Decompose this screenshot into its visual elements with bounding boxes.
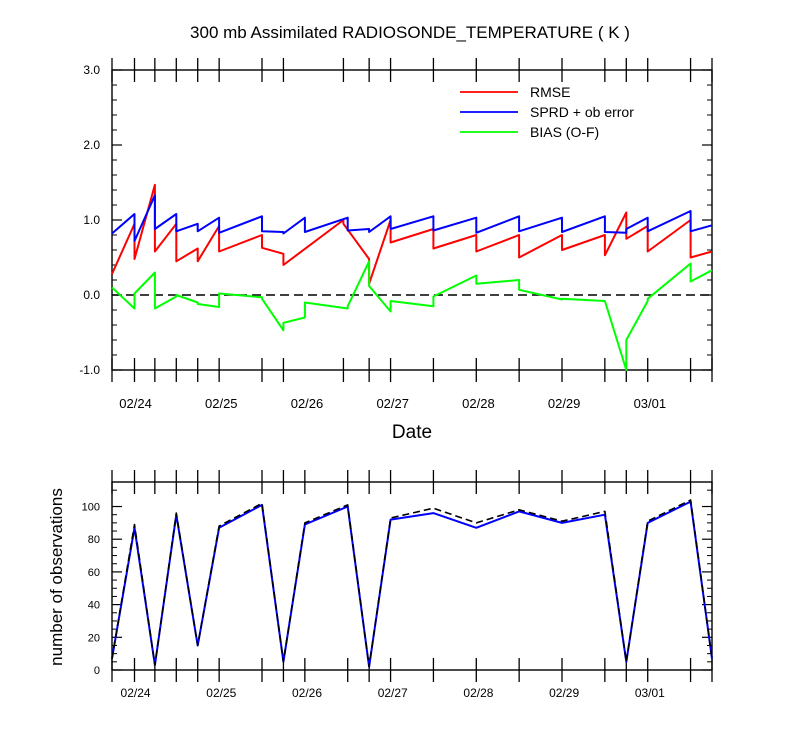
series-line-bias-o-f	[111, 260, 713, 371]
x-tick-label: 02/28	[463, 686, 493, 700]
x-tick-label: 02/26	[291, 396, 324, 411]
x-tick-label: 02/25	[205, 396, 238, 411]
bottom-plot-frame	[111, 481, 713, 671]
y-tick-label: 20	[88, 632, 100, 644]
legend-label-rmse: RMSE	[530, 84, 570, 100]
legend-label-sprd: SPRD + ob error	[530, 104, 634, 120]
x-tick-label: 02/29	[549, 686, 579, 700]
x-tick-label: 02/24	[121, 686, 151, 700]
series-line-rmse	[111, 183, 713, 285]
x-tick-label: 02/27	[378, 686, 408, 700]
legend: RMSE SPRD + ob error BIAS (O-F)	[460, 84, 634, 140]
x-tick-label: 02/27	[376, 396, 409, 411]
y-tick-label: 100	[82, 502, 100, 514]
bottom-y-axis-label: number of observations	[47, 488, 66, 666]
legend-item-rmse: RMSE	[460, 84, 570, 100]
y-tick-label: 3.0	[83, 63, 100, 77]
y-tick-label: 60	[88, 567, 100, 579]
x-tick-label: 02/26	[292, 686, 322, 700]
top-panel: 3.02.01.00.0-1.0 02/24 02/25 02/26 02/27 02/…	[79, 58, 713, 443]
legend-item-bias: BIAS (O-F)	[460, 124, 599, 140]
x-tick-label: 03/01	[634, 396, 667, 411]
series-line-observations-possible	[111, 499, 713, 668]
x-tick-label: 02/29	[548, 396, 581, 411]
bottom-series-group	[111, 499, 713, 668]
x-tick-label: 02/25	[206, 686, 236, 700]
y-tick-label: 1.0	[83, 213, 100, 227]
legend-label-bias: BIAS (O-F)	[530, 124, 599, 140]
x-tick-label: 02/28	[462, 396, 495, 411]
top-series-group	[111, 183, 713, 371]
y-tick-label: 0.0	[83, 288, 100, 302]
top-x-axis-label: Date	[392, 422, 432, 443]
y-tick-label: 0	[94, 665, 100, 677]
legend-item-sprd: SPRD + ob error	[460, 104, 634, 120]
chart-title: 300 mb Assimilated RADIOSONDE_TEMPERATUR…	[190, 23, 630, 42]
series-line-sprd-ob-error	[111, 194, 713, 242]
x-tick-label: 03/01	[635, 686, 665, 700]
y-tick-label: 80	[88, 534, 100, 546]
bottom-x-ticks: 02/24 02/25 02/26 02/27 02/28 02/29 03/01	[111, 470, 713, 700]
top-x-ticks: 02/24 02/25 02/26 02/27 02/28 02/29 03/01	[111, 58, 713, 411]
y-tick-label: 40	[88, 600, 100, 612]
series-line-observations-used	[111, 500, 713, 668]
bottom-y-ticks: 0 20 40 60 80 100	[82, 489, 712, 677]
y-tick-label: 2.0	[83, 138, 100, 152]
y-tick-label: -1.0	[79, 363, 100, 377]
x-tick-label: 02/24	[119, 396, 152, 411]
